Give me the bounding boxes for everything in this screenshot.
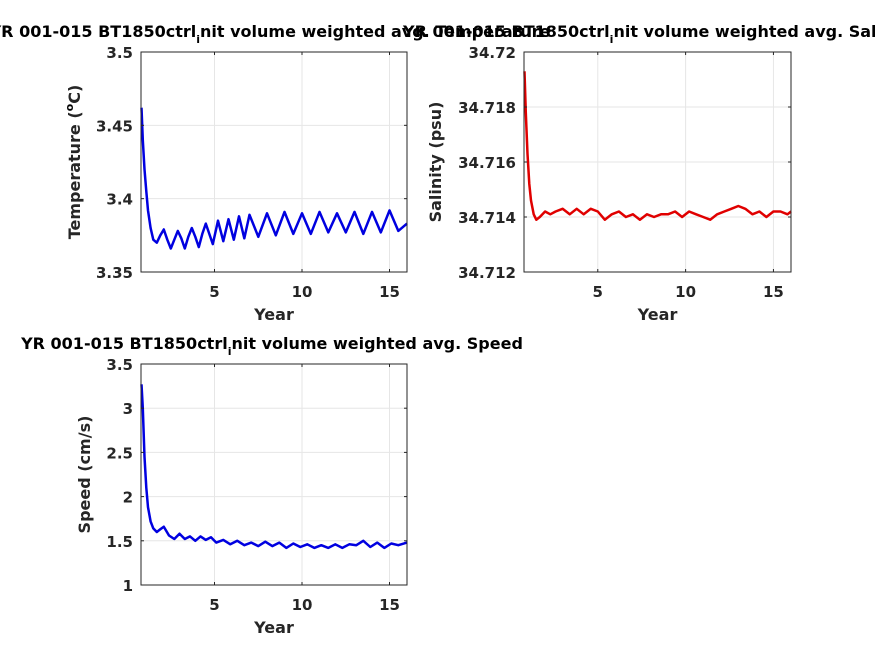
salinity-ytick-label: 34.716	[458, 154, 516, 172]
temperature-ytick-label: 3.4	[106, 191, 133, 209]
temperature-series	[140, 107, 408, 250]
speed-series	[140, 384, 408, 550]
temperature-axes-box	[140, 51, 408, 273]
salinity-series	[523, 71, 792, 221]
speed-title: YR 001-015 BT1850ctrlinit volume weighte…	[20, 334, 523, 358]
temperature-xtick-label: 15	[379, 283, 400, 301]
salinity-title-sub: i	[610, 33, 614, 46]
salinity-ticks: 5 10 15 34.712 34.714 34.716 34.718 34.72	[458, 44, 791, 301]
salinity-ytick-label: 34.718	[458, 99, 516, 117]
speed-xlabel: Year	[253, 618, 294, 637]
speed-ylabel: Speed (cm/s)	[75, 416, 94, 534]
speed-chart: 5 10 15 1 1.5 2 2.5 3 3.5 YR 001-015 BT1850ctrli…	[20, 334, 523, 637]
speed-xtick-label: 15	[379, 596, 400, 614]
temperature-ylabel-main: Temperature (	[65, 111, 84, 239]
salinity-title: YR 001-015 BT1850ctrlinit volume weighte…	[402, 22, 875, 46]
speed-ytick-label: 2.5	[106, 444, 133, 462]
temperature-title-tail: nit volume weighted avg. Temperature	[200, 22, 551, 41]
speed-line	[140, 384, 408, 550]
temperature-title: YR 001-015 BT1850ctrlinit volume weighte…	[0, 22, 551, 46]
speed-xtick-label: 5	[209, 596, 219, 614]
speed-xtick-label: 10	[292, 596, 313, 614]
temperature-ylabel: Temperature (oC)	[63, 85, 84, 240]
speed-ytick-label: 3	[123, 400, 133, 418]
salinity-ytick-label: 34.714	[458, 209, 516, 227]
speed-ytick-label: 1	[123, 577, 133, 595]
speed-ytick-label: 2	[123, 489, 133, 507]
temperature-ytick-label: 3.5	[106, 44, 133, 62]
salinity-xtick-label: 10	[675, 283, 696, 301]
temperature-ticks: 5 10 15 3.35 3.4 3.45 3.5	[96, 44, 407, 301]
salinity-ylabel: Salinity (psu)	[426, 102, 445, 223]
speed-ytick-label: 1.5	[106, 533, 133, 551]
salinity-xtick-label: 5	[593, 283, 603, 301]
speed-title-tail: nit volume weighted avg. Speed	[231, 334, 522, 353]
speed-plot-area	[141, 364, 407, 585]
salinity-title-main: YR 001-015 BT1850ctrl	[402, 22, 610, 41]
salinity-ytick-label: 34.712	[458, 264, 516, 282]
temperature-xlabel: Year	[253, 305, 294, 324]
temperature-title-sub: i	[196, 33, 200, 46]
speed-axes-box	[140, 363, 408, 586]
salinity-chart: 5 10 15 34.712 34.714 34.716 34.718 34.72 YR 00…	[402, 22, 875, 324]
temperature-xtick-label: 10	[292, 283, 313, 301]
temperature-ytick-label: 3.35	[96, 264, 133, 282]
salinity-line	[523, 71, 792, 221]
salinity-xtick-label: 15	[763, 283, 784, 301]
temperature-ylabel-tail: C)	[65, 85, 84, 104]
temperature-xtick-label: 5	[209, 283, 219, 301]
speed-title-sub: i	[228, 345, 232, 358]
speed-title-main: YR 001-015 BT1850ctrl	[20, 334, 228, 353]
temperature-title-main: YR 001-015 BT1850ctrl	[0, 22, 196, 41]
temperature-plot-area	[141, 52, 407, 272]
speed-ticks: 5 10 15 1 1.5 2 2.5 3 3.5	[106, 356, 407, 614]
salinity-ytick-label: 34.72	[469, 44, 516, 62]
temperature-line	[140, 107, 408, 250]
speed-ytick-label: 3.5	[106, 356, 133, 374]
temperature-ylabel-sup: o	[63, 103, 76, 111]
salinity-xlabel: Year	[637, 305, 678, 324]
temperature-ytick-label: 3.45	[96, 117, 133, 135]
temperature-chart: 5 10 15 3.35 3.4 3.45 3.5 YR 001-015 BT1850ctr…	[0, 22, 551, 324]
salinity-title-tail: nit volume weighted avg. Salinity	[613, 22, 875, 41]
